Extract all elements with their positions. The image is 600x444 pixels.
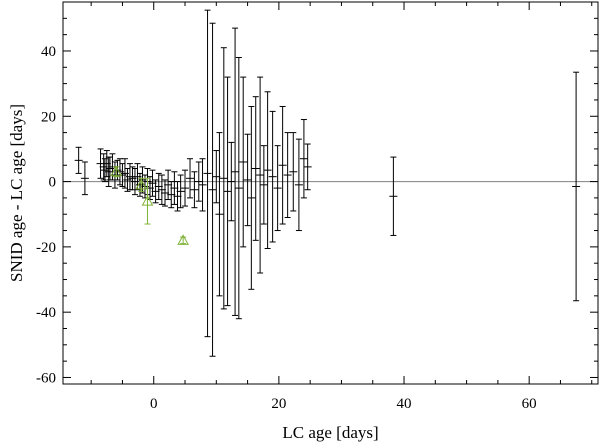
data-point: [263, 91, 272, 250]
y-tick-label: 40: [41, 44, 56, 60]
data-point: [243, 133, 252, 227]
series-0: [74, 9, 581, 357]
x-tick-label: 20: [271, 396, 286, 412]
data-point: [289, 132, 298, 212]
data-point: [110, 161, 119, 189]
plot-frame: [62, 1, 599, 385]
y-tick-label: -60: [36, 370, 56, 386]
data-point: [259, 145, 268, 225]
data-point: [110, 165, 123, 178]
data-point: [135, 177, 148, 192]
data-point: [203, 9, 212, 338]
data-point: [231, 27, 240, 316]
y-axis-ticks: -60 -40 -20 0 20 40: [36, 17, 598, 386]
x-tick-label: 60: [522, 396, 537, 412]
x-axis-label: LC age [days]: [282, 423, 378, 442]
data-point: [177, 234, 189, 245]
data-point: [118, 163, 127, 187]
data-point: [234, 57, 243, 320]
data-point: [247, 105, 256, 290]
data-point: [141, 177, 154, 225]
triangle-marker: [177, 234, 189, 245]
data-point: [294, 138, 303, 232]
data-point: [389, 156, 398, 236]
data-point: [219, 47, 228, 310]
data-point: [176, 174, 185, 209]
data-point: [80, 161, 89, 196]
triangle-marker: [135, 178, 148, 190]
data-point: [198, 158, 207, 212]
data-point: [186, 158, 195, 199]
data-point: [303, 143, 312, 191]
data-point: [227, 141, 236, 222]
data-point: [215, 132, 224, 297]
data-point: [120, 158, 129, 189]
data-point: [115, 158, 124, 186]
data-point: [572, 71, 581, 302]
series-1: [110, 165, 189, 245]
data-series: [74, 9, 581, 357]
data-point: [273, 145, 282, 232]
data-point: [239, 76, 248, 248]
x-tick-label: 40: [397, 396, 412, 412]
data-point: [278, 105, 287, 225]
data-point: [268, 110, 277, 243]
y-tick-label: 0: [49, 175, 57, 191]
y-tick-label: 20: [41, 109, 56, 125]
x-tick-label: 0: [150, 396, 158, 412]
triangle-marker: [141, 195, 154, 206]
data-point: [208, 22, 217, 357]
x-axis-ticks: 0 20 40 60: [90, 2, 593, 412]
data-point: [190, 171, 199, 209]
data-point: [194, 161, 203, 202]
data-point: [283, 132, 292, 218]
data-point: [256, 76, 265, 274]
y-tick-label: -20: [36, 240, 56, 256]
y-tick-label: -40: [36, 305, 56, 321]
data-point: [170, 171, 179, 205]
data-point: [299, 119, 308, 199]
y-axis-label: SNID age - LC age [days]: [7, 104, 26, 282]
data-point: [181, 169, 190, 207]
triangle-marker: [110, 165, 123, 177]
data-point: [74, 146, 83, 174]
data-point: [251, 96, 260, 241]
data-point: [223, 76, 232, 307]
